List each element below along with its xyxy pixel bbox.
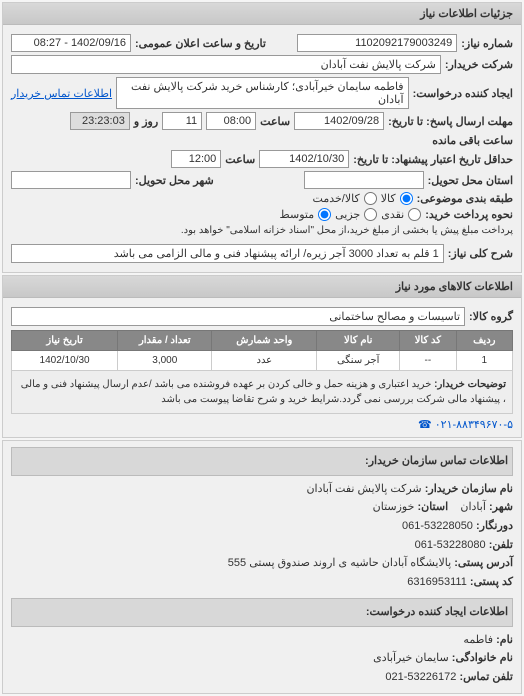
radio-khadamat[interactable] [364,192,377,205]
family-value: سایمان خیرآبادی [373,652,449,664]
remain-label: ساعت باقی مانده [432,134,513,147]
pub-date-label: تاریخ و ساعت اعلان عمومی: [135,37,266,50]
pub-date-value: 1402/09/16 - 08:27 [11,34,131,52]
org-label: نام سازمان خریدار: [425,483,513,495]
goods-panel: اطلاعات کالاهای مورد نیاز گروه کالا: تاس… [2,275,522,438]
radio-motavasset-label: متوسط [280,208,315,221]
fax-value: 53228050-061 [402,520,473,532]
requester-label: ایجاد کننده درخواست: [413,87,513,100]
tel-label: تلفن: [489,539,513,551]
validity-time: 12:00 [171,150,221,168]
creator-header: اطلاعات ایجاد کننده درخواست: [11,598,513,627]
col-rownum: ردیف [456,331,512,351]
cell-name: آجر سنگی [317,351,400,371]
table-header-row: ردیف کد کالا نام کالا واحد شمارش تعداد /… [12,331,513,351]
deadline-date: 1402/09/28 [294,112,384,130]
name-value: فاطمه [463,634,493,646]
cell-unit: عدد [212,351,317,371]
contact-city-label: شهر: [489,501,513,513]
validity-date: 1402/10/30 [259,150,349,168]
col-name: نام کالا [317,331,400,351]
cell-qty: 3,000 [118,351,212,371]
col-qty: تعداد / مقدار [118,331,212,351]
radio-jozei[interactable] [364,208,377,221]
panel-header-info: جزئیات اطلاعات نیاز [3,3,521,25]
hotline: ۰۲۱-۸۸۳۴۹۶۷۰-۵ ☎ [11,418,513,431]
pay-label: نحوه پرداخت خرید: [425,208,513,221]
time-label-1: ساعت [260,115,290,128]
days-left: 11 [162,112,202,130]
panel-body-goods: گروه کالا: تاسیسات و مصالح ساختمانی ردیف… [3,298,521,437]
validity-label: حداقل تاریخ اعتبار پیشنهاد: تا تاریخ: [353,153,513,166]
org-value: شرکت پالایش نفت آبادان [306,483,421,495]
group-value: تاسیسات و مصالح ساختمانی [11,307,465,326]
pay-motavasset-radio[interactable]: متوسط [280,208,332,221]
radio-kala[interactable] [400,192,413,205]
title-label: شرح کلی نیاز: [448,247,513,260]
pay-jozei-radio[interactable]: جزیی [335,208,377,221]
addr-label: آدرس پستی: [454,557,513,569]
delivery-city-label: شهر محل تحویل: [135,174,214,187]
contact-header: اطلاعات تماس سازمان خریدار: [11,447,513,476]
delivery-city-value [11,171,131,189]
col-date: تاریخ نیاز [12,331,118,351]
cell-date: 1402/10/30 [12,351,118,371]
table-explanation-row: توضیحات خریدار: خرید اعتباری و هزینه حمل… [12,371,513,414]
fax-label: دورنگار: [476,520,513,532]
post-label: کد پستی: [470,576,513,588]
buyer-label: شرکت خریدار: [445,58,513,71]
class-kala-radio[interactable]: کالا [381,192,413,205]
family-label: نام خانوادگی: [452,652,513,664]
buyer-value: شرکت پالایش نفت آبادان [11,55,441,74]
table-row: 1 -- آجر سنگی عدد 3,000 1402/10/30 [12,351,513,371]
goods-table: ردیف کد کالا نام کالا واحد شمارش تعداد /… [11,330,513,414]
class-label: طبقه بندی موضوعی: [417,192,513,205]
group-label: گروه کالا: [469,310,513,323]
radio-naghdi-label: نقدی [381,208,404,221]
cell-code: -- [400,351,456,371]
contact-panel: اطلاعات تماس سازمان خریدار: نام سازمان خ… [2,440,522,694]
buyer-contact-link[interactable]: اطلاعات تماس خریدار [11,87,112,100]
req-no-label: شماره نیاز: [461,37,513,50]
panel-header-goods: اطلاعات کالاهای مورد نیاز [3,276,521,298]
day-label: روز و [134,115,158,128]
contact-block: اطلاعات تماس سازمان خریدار: نام سازمان خ… [3,441,521,693]
contact-city-value: آبادان [460,501,486,513]
remain-time: 23:23:03 [70,112,130,130]
radio-naghdi[interactable] [408,208,421,221]
pay-naghdi-radio[interactable]: نقدی [381,208,421,221]
ctel-label: تلفن تماس: [459,671,513,683]
radio-kala-label: کالا [381,192,396,205]
deadline-time: 08:00 [206,112,256,130]
panel-body-info: شماره نیاز: 1102092179003249 تاریخ و ساع… [3,25,521,272]
time-label-2: ساعت [225,153,255,166]
col-code: کد کالا [400,331,456,351]
radio-jozei-label: جزیی [335,208,360,221]
cell-rownum: 1 [456,351,512,371]
contact-state-label: استان: [417,501,448,513]
deadline-label: مهلت ارسال پاسخ: تا تاریخ: [388,115,513,128]
contact-state-value: خوزستان [373,501,415,513]
requirement-info-panel: جزئیات اطلاعات نیاز شماره نیاز: 11020921… [2,2,522,273]
title-value: 1 قلم به تعداد 3000 آجر زیره/ ارائه پیشن… [11,244,444,263]
class-khadamat-radio[interactable]: کالا/خدمت [313,192,377,205]
addr-value: پالایشگاه آبادان حاشیه ی اروند صندوق پست… [228,557,451,569]
ctel-value: 53226172-021 [385,671,456,683]
post-value: 6316953111 [407,576,467,588]
delivery-state-value [304,171,424,189]
requester-value: فاطمه سایمان خیرآبادی؛ کارشناس خرید شرکت… [116,77,409,109]
radio-khadamat-label: کالا/خدمت [313,192,360,205]
req-no-value: 1102092179003249 [297,34,457,52]
col-unit: واحد شمارش [212,331,317,351]
name-label: نام: [496,634,513,646]
exp-label: توضیحات خریدار: [434,379,506,390]
delivery-state-label: استان محل تحویل: [428,174,513,187]
tel-value: 53228080-061 [415,539,486,551]
radio-motavasset[interactable] [318,208,331,221]
pay-note: پرداخت مبلغ پیش یا بخشی از مبلغ خرید،از … [181,225,513,236]
